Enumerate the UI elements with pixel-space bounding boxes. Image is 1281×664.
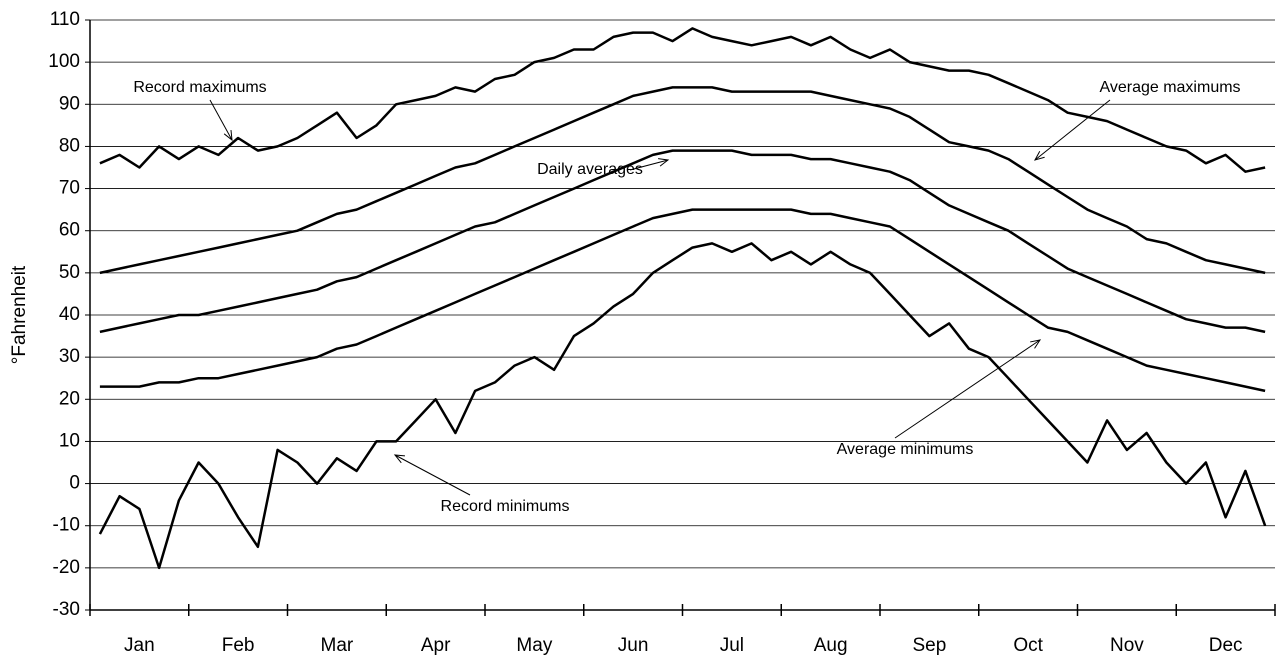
x-tick-label: May [516, 635, 552, 656]
series-line [99, 27, 1266, 173]
arrow-head [393, 454, 406, 464]
arrow-head [223, 130, 233, 142]
annotation: Daily averages [537, 161, 643, 178]
x-tick-label: Feb [222, 635, 255, 656]
arrow-head [1030, 339, 1042, 349]
annotation-arrow [209, 99, 233, 141]
y-tick-label: 0 [69, 473, 80, 494]
x-tick-label: Jan [124, 635, 155, 656]
series-line [99, 149, 1266, 334]
arrow-head [1033, 150, 1045, 161]
x-tick-label: Mar [321, 635, 354, 656]
y-tick-label: -30 [53, 599, 80, 620]
annotation-arrow [629, 159, 669, 171]
annotation: Average maximums [1099, 79, 1240, 96]
y-tick-label: 90 [59, 93, 80, 114]
x-tick-label: Jul [720, 635, 744, 656]
annotation: Average minimums [837, 441, 974, 458]
x-tick-label: Apr [421, 635, 451, 656]
y-tick-label: 10 [59, 430, 80, 451]
annotation-arrow [894, 339, 1041, 439]
y-tick-label: 110 [50, 9, 80, 30]
y-tick-label: 100 [48, 51, 80, 72]
series-line [99, 86, 1266, 275]
y-tick-label: 20 [59, 388, 80, 409]
y-tick-label: 30 [59, 346, 80, 367]
x-tick-label: Aug [814, 635, 848, 656]
y-tick-label: 40 [59, 304, 80, 325]
annotation: Record maximums [133, 79, 266, 96]
y-tick-label: -20 [53, 557, 80, 578]
y-tick-label: -10 [53, 515, 80, 536]
y-tick-label: 50 [59, 262, 80, 283]
y-tick-label: 80 [59, 135, 80, 156]
x-tick-label: Nov [1110, 635, 1144, 656]
x-tick-label: Dec [1209, 635, 1243, 656]
series-line [99, 208, 1266, 393]
x-tick-label: Jun [618, 635, 649, 656]
y-axis-label: °Fahrenheit [9, 265, 30, 364]
annotation-arrow [1034, 99, 1111, 161]
series-line [98, 242, 1267, 570]
annotation-arrow [394, 454, 471, 496]
annotation: Record minimums [441, 498, 570, 515]
y-tick-label: 70 [59, 178, 80, 199]
y-tick-label: 60 [59, 220, 80, 241]
x-tick-label: Oct [1013, 635, 1043, 656]
x-tick-label: Sep [912, 635, 946, 656]
arrow-head [658, 158, 670, 167]
